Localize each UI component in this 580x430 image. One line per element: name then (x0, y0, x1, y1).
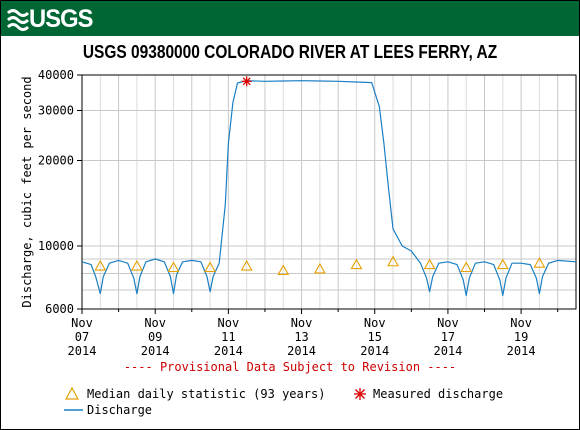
provisional-data-note: ---- Provisional Data Subject to Revisio… (123, 360, 457, 374)
x-tick-label: Nov (291, 316, 313, 330)
x-tick-label: 2014 (360, 344, 389, 358)
median-marker (94, 259, 107, 271)
x-tick-label: 11 (221, 330, 235, 344)
x-tick-label: 17 (441, 330, 455, 344)
discharge-line (81, 80, 577, 296)
median-marker (313, 262, 326, 274)
header-bar: USGS (1, 1, 579, 36)
median-marker (240, 259, 253, 271)
usgs-wave-icon (6, 9, 30, 31)
median-marker (277, 264, 290, 276)
median-marker (423, 258, 436, 270)
y-tick-label: 30000 (38, 103, 74, 117)
x-tick-label: 09 (148, 330, 162, 344)
median-marker (533, 257, 546, 268)
x-tick-label: 2014 (507, 344, 536, 358)
x-tick-label: Nov (364, 316, 386, 330)
legend-label-discharge: Discharge (87, 403, 153, 417)
usgs-logo[interactable]: USGS (6, 5, 97, 33)
y-tick-label: 10000 (38, 239, 74, 253)
y-axis-label: Discharge, cubic feet per second (20, 76, 34, 307)
line-swatch-icon (64, 409, 83, 411)
median-marker (130, 259, 143, 271)
x-tick-label: Nov (218, 316, 240, 330)
x-tick-label: 19 (514, 330, 528, 344)
grid-layer (82, 75, 576, 309)
median-marker (204, 261, 217, 273)
x-tick-label: 15 (368, 330, 382, 344)
x-tick-label: Nov (144, 316, 166, 330)
triangle-marker-icon (65, 387, 79, 400)
logo-text: USGS (29, 5, 93, 33)
x-tick-label: Nov (510, 316, 532, 330)
axis-layer: 600010000200003000040000Nov072014Nov0920… (38, 68, 559, 358)
median-marker (460, 261, 473, 273)
y-tick-label: 40000 (38, 68, 74, 82)
x-tick-label: 07 (75, 330, 89, 344)
x-tick-label: 2014 (68, 344, 97, 358)
x-tick-label: 2014 (214, 344, 243, 358)
x-tick-label: 2014 (287, 344, 316, 358)
median-marker (350, 258, 363, 270)
x-tick-label: Nov (437, 316, 459, 330)
chart-title: USGS 09380000 COLORADO RIVER AT LEES FER… (82, 42, 498, 62)
x-tick-label: Nov (71, 316, 93, 330)
legend-label-measured: Measured discharge (373, 387, 504, 401)
legend-label-median: Median daily statistic (93 years) (87, 387, 326, 401)
median-marker (387, 255, 399, 267)
x-tick-label: 13 (294, 330, 308, 344)
measured-discharge-marker (241, 76, 252, 87)
median-marker (496, 258, 509, 270)
series-layer (81, 76, 577, 296)
median-marker (167, 261, 180, 273)
x-tick-label: 2014 (433, 344, 462, 358)
y-tick-label: 6000 (45, 302, 74, 316)
y-tick-label: 20000 (38, 153, 74, 167)
asterisk-marker-icon (354, 388, 366, 400)
plot-area (81, 74, 577, 310)
x-tick-label: 2014 (141, 344, 170, 358)
